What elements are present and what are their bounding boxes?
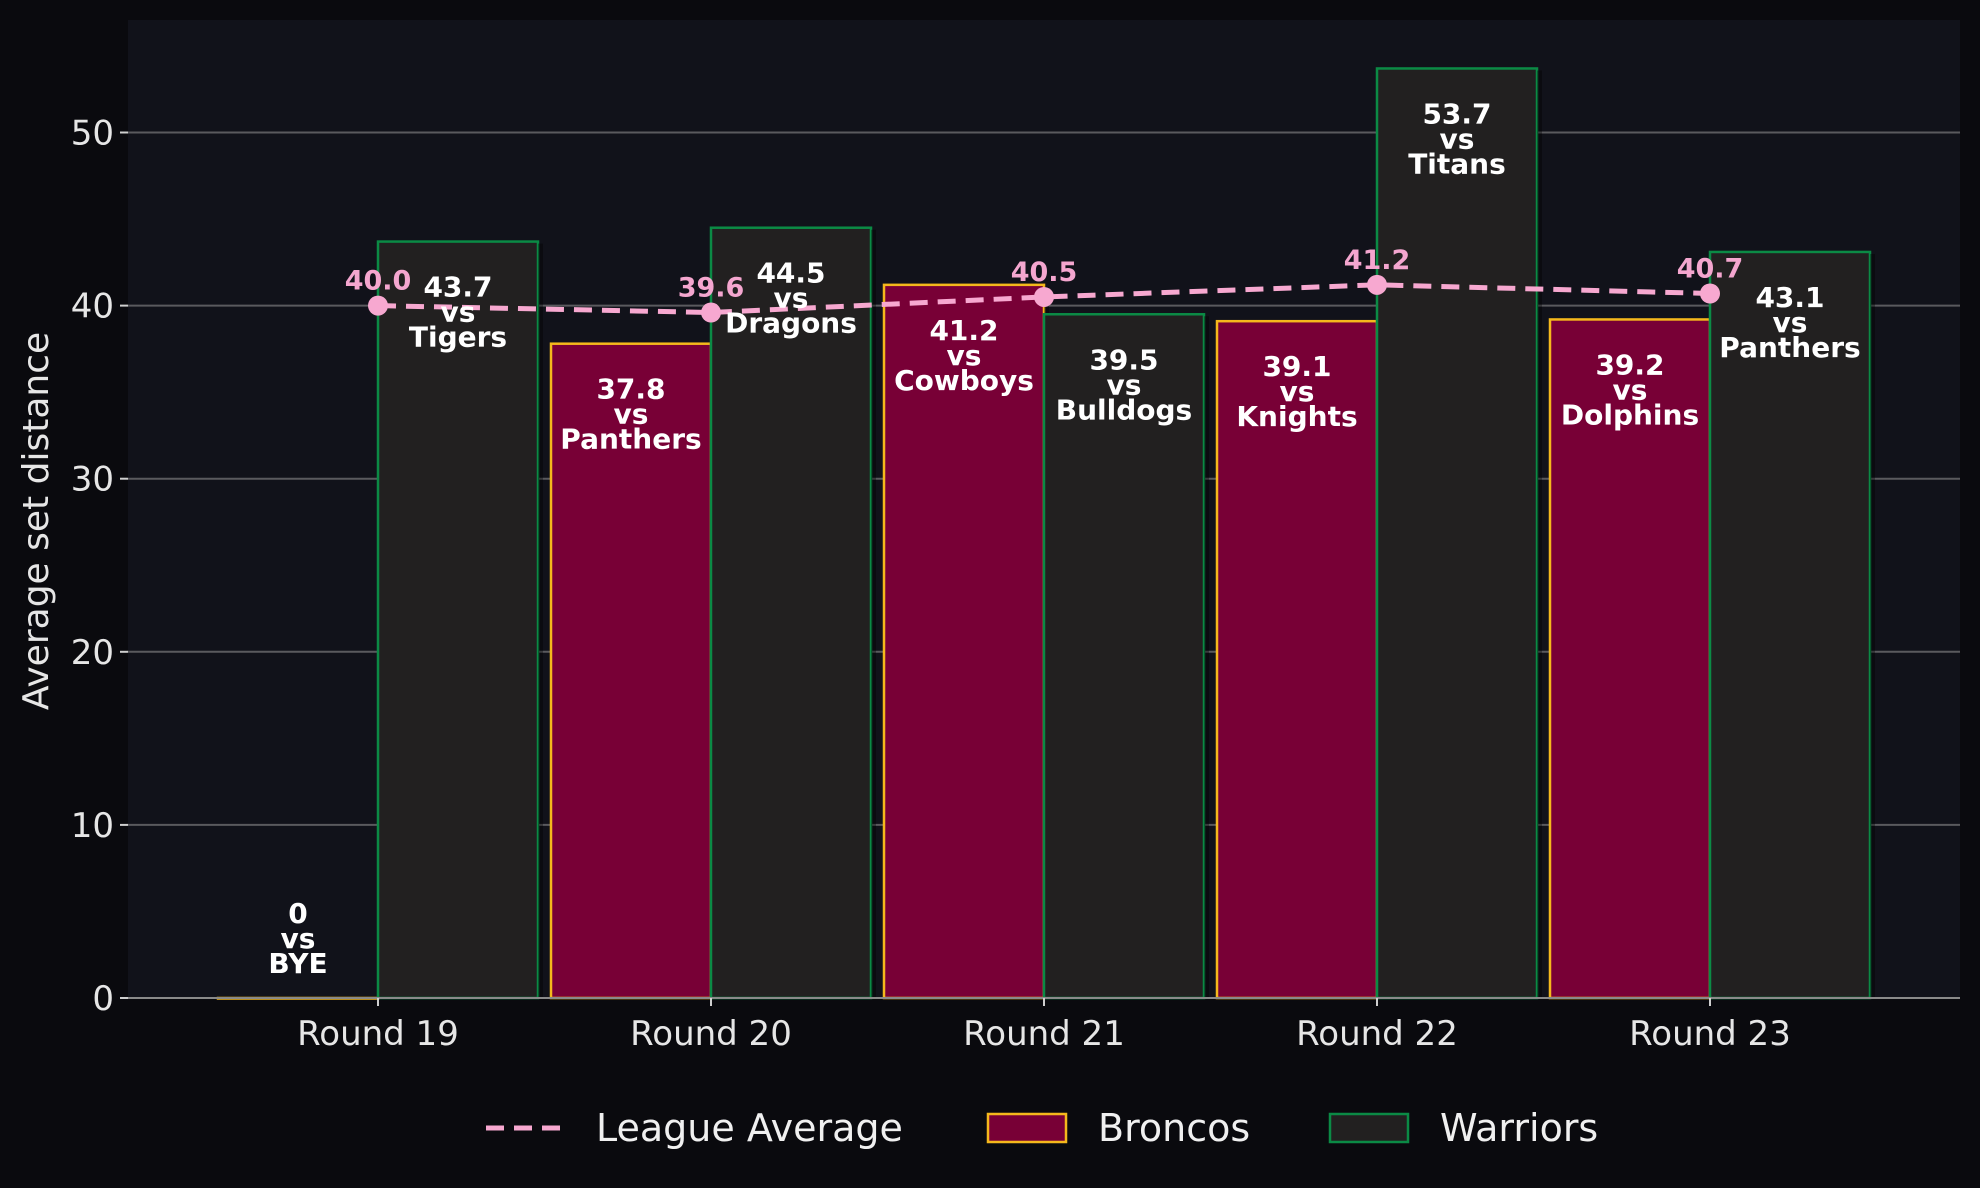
bar-broncos: [882, 283, 1046, 1000]
bar-vs-label: vs: [441, 296, 476, 329]
bar-opponent-label: Bulldogs: [1056, 393, 1192, 426]
bar-value-label: 0: [288, 897, 307, 930]
bar-shadow: [1204, 316, 1209, 998]
league-average-point: [1700, 283, 1720, 304]
legend-warriors-swatch: [1328, 1112, 1410, 1144]
bar-value-label: 43.1: [1755, 281, 1824, 314]
bar-opponent-label: Dragons: [725, 307, 857, 340]
league-average-value-label: 40.7: [1677, 253, 1744, 284]
league-average-value-label: 39.6: [678, 273, 745, 304]
y-tick-label: 50: [71, 114, 114, 154]
league-average-point: [368, 295, 388, 316]
bar-broncos: [1215, 319, 1379, 1000]
legend-league-average-label: League Average: [596, 1106, 903, 1150]
legend-broncos-label: Broncos: [1098, 1106, 1250, 1150]
bar-vs-label: vs: [614, 398, 649, 431]
y-axis-label: Average set distance: [16, 332, 57, 710]
bar-opponent-label: Panthers: [1719, 331, 1860, 364]
x-tick-label: Round 22: [1296, 1014, 1458, 1054]
bars: [216, 67, 1875, 1000]
bar-opponent-label: Tigers: [409, 321, 507, 354]
bar-shadow: [1537, 70, 1542, 998]
league-average-line: 40.0 39.6 40.5 41.2 40.7: [345, 245, 1744, 323]
bar-warriors: [376, 240, 540, 1000]
y-tick-label: 20: [71, 633, 114, 673]
axes: 0 10 20 30 40 50 Average set distance Round 19 R…: [16, 114, 1960, 1054]
bar-vs-label: vs: [1440, 122, 1475, 155]
bar-shadow: [1870, 253, 1875, 998]
league-average-point: [1367, 274, 1387, 295]
y-tick-label: 30: [71, 460, 114, 500]
legend-warriors-label: Warriors: [1440, 1106, 1598, 1150]
bar-warriors: [1042, 313, 1206, 1000]
bar-value-label: 39.1: [1262, 350, 1331, 383]
x-tick-label: Round 23: [1629, 1014, 1791, 1054]
bar-value-label: 39.2: [1595, 348, 1664, 381]
bar-vs-label: vs: [1107, 368, 1142, 401]
legend: League Average Broncos Warriors: [486, 1106, 1598, 1150]
bar-value-label: 44.5: [756, 257, 825, 290]
x-tick-label: Round 20: [630, 1014, 792, 1054]
y-tick-label: 0: [92, 979, 114, 1019]
bar-opponent-label: Dolphins: [1561, 398, 1699, 431]
bar-warriors: [1375, 67, 1539, 1000]
x-tick-label: Round 19: [297, 1014, 459, 1054]
league-average-value-label: 40.0: [345, 266, 412, 297]
bar-value-label: 43.7: [423, 271, 492, 304]
y-tick-label: 10: [71, 806, 114, 846]
bar-value-label: 37.8: [596, 373, 665, 406]
bar-vs-label: vs: [1773, 306, 1808, 339]
bar-opponent-label: Cowboys: [894, 364, 1034, 397]
league-average-point: [701, 302, 721, 323]
bar-value-label: 39.5: [1089, 343, 1158, 376]
bar-vs-label: vs: [1613, 373, 1648, 406]
bar-warriors: [709, 226, 873, 1000]
bar-shadow: [538, 243, 543, 999]
bar-opponent-label: Knights: [1236, 400, 1357, 433]
bar-opponent-label: BYE: [268, 947, 327, 980]
bar-warriors: [1708, 250, 1872, 1000]
bar-vs-label: vs: [281, 922, 316, 955]
bar-vs-label: vs: [947, 339, 982, 372]
x-tick-label: Round 21: [963, 1014, 1125, 1054]
bar-shadow: [871, 229, 876, 999]
league-average-value-label: 40.5: [1011, 257, 1078, 288]
bar-value-label: 53.7: [1422, 97, 1491, 130]
bar-vs-label: vs: [1280, 375, 1315, 408]
league-average-point: [1034, 286, 1054, 307]
bar-broncos: [1548, 318, 1712, 1000]
y-tick-label: 40: [71, 287, 114, 327]
league-average-value-label: 41.2: [1344, 245, 1411, 276]
bar-vs-label: vs: [774, 282, 809, 315]
legend-broncos-swatch: [986, 1112, 1068, 1144]
bar-value-label: 41.2: [929, 314, 998, 347]
bar-opponent-label: Titans: [1408, 147, 1506, 180]
bar-opponent-label: Panthers: [560, 423, 701, 456]
